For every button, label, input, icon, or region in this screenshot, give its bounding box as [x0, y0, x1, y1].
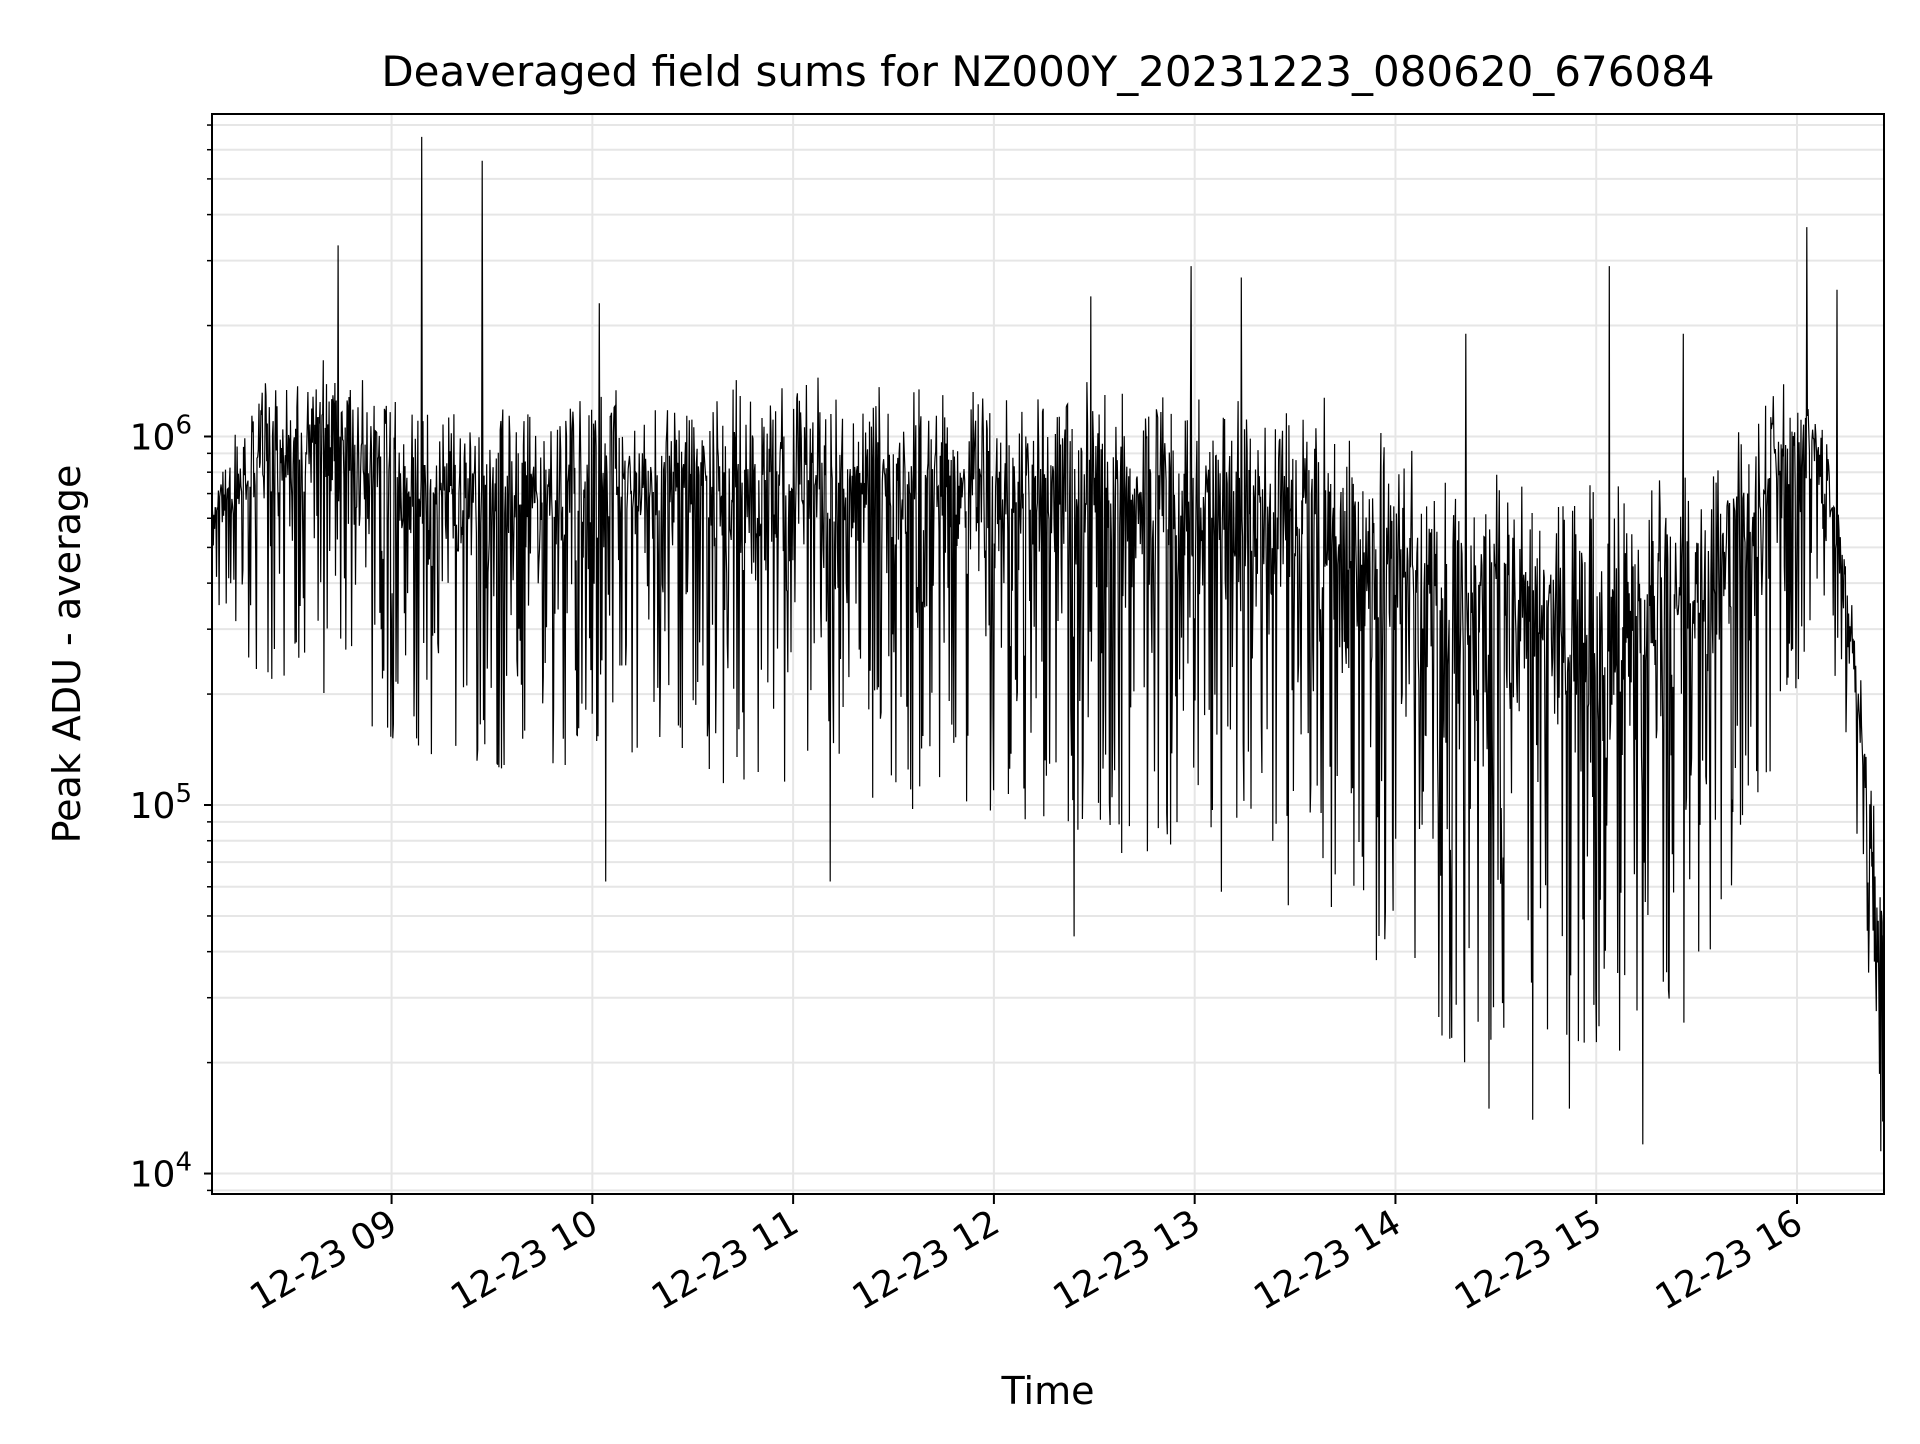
x-tick-label: 12-23 10 — [444, 1202, 605, 1318]
series-line — [211, 136, 1885, 1152]
x-tick-label: 12-23 14 — [1247, 1202, 1408, 1318]
y-axis-ticks: 104 105 106 — [130, 124, 212, 1196]
x-tick-label: 12-23 09 — [243, 1202, 404, 1318]
x-tick-label: 12-23 13 — [1047, 1202, 1208, 1318]
data-layer — [211, 136, 1885, 1152]
y-axis-label: Peak ADU - average — [45, 465, 89, 844]
x-tick-label: 12-23 12 — [846, 1202, 1007, 1318]
x-tick-label: 12-23 15 — [1448, 1202, 1609, 1318]
y-tick-label: 104 — [130, 1148, 192, 1196]
x-axis-label: Time — [1001, 1369, 1095, 1413]
x-axis-ticks: 12-23 09 12-23 10 12-23 11 12-23 12 12-23 13… — [243, 1194, 1809, 1319]
x-tick-label: 12-23 11 — [645, 1202, 806, 1318]
y-tick-label: 106 — [130, 410, 192, 458]
chart-title: Deaveraged field sums for NZ000Y_2023122… — [381, 47, 1714, 96]
y-tick-label: 105 — [130, 779, 192, 827]
x-tick-label: 12-23 16 — [1649, 1202, 1810, 1318]
plot-frame — [211, 113, 1885, 1195]
